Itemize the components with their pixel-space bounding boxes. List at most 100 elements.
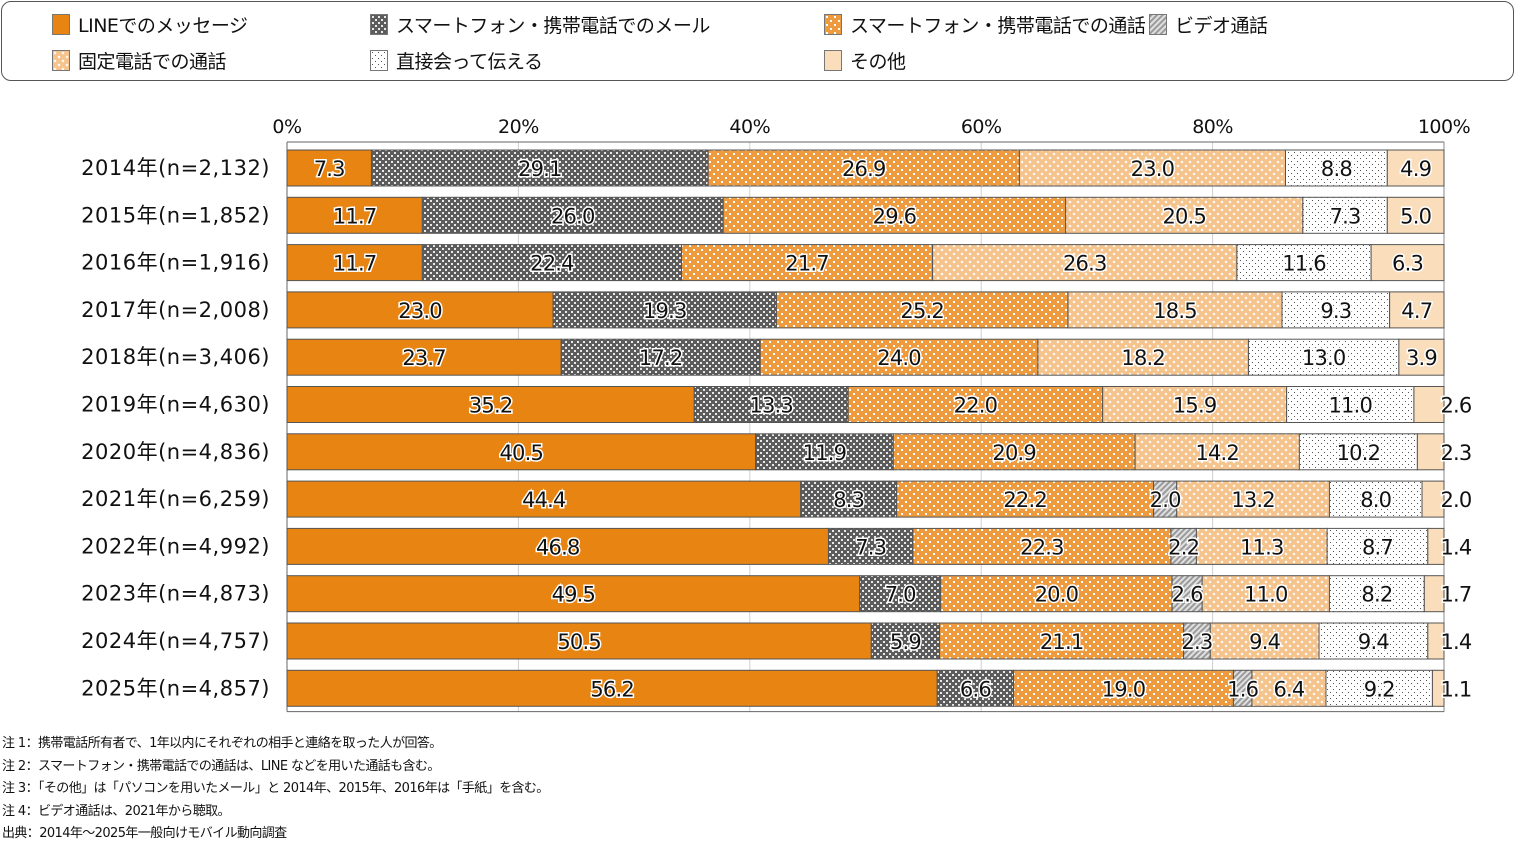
y-category-label: 2014年(n=2,132) bbox=[81, 156, 270, 180]
data-label: 2.3 bbox=[1181, 630, 1212, 654]
data-label: 44.4 bbox=[522, 488, 566, 512]
x-tick-label: 40% bbox=[729, 116, 770, 138]
legend-item-face-to-face: 直接会って伝える bbox=[370, 45, 543, 75]
data-label: 9.4 bbox=[1249, 630, 1280, 654]
bar-segment bbox=[286, 622, 872, 660]
data-label: 40.5 bbox=[500, 441, 544, 465]
data-label: 10.2 bbox=[1337, 441, 1381, 465]
bar-segment bbox=[1421, 480, 1445, 518]
y-category-label: 2021年(n=6,259) bbox=[81, 487, 270, 511]
bar-segment bbox=[1328, 480, 1423, 518]
data-label: 6.4 bbox=[1273, 677, 1304, 701]
data-label: 11.6 bbox=[1282, 252, 1326, 276]
data-label: 29.1 bbox=[518, 157, 562, 181]
bar-segment bbox=[286, 433, 757, 471]
legend-swatch-finedots-icon bbox=[370, 49, 388, 71]
bar-segment bbox=[681, 244, 934, 282]
bar-segment bbox=[1281, 291, 1391, 329]
legend: LINEでのメッセージ スマートフォン・携帯電話でのメール スマートフォン・携帯… bbox=[1, 1, 1514, 81]
bar-segment bbox=[1431, 669, 1445, 707]
data-label: 20.5 bbox=[1162, 204, 1206, 228]
x-tick-label: 60% bbox=[961, 116, 1002, 138]
data-label: 5.0 bbox=[1400, 204, 1431, 228]
data-labels: 7.3 29.1 26.9 23.0 8.8 4.9 11.7 26.0 29.6 20.5 7.3… bbox=[312, 156, 1474, 703]
x-tick-label: 20% bbox=[498, 116, 539, 138]
data-label: 21.7 bbox=[785, 252, 829, 276]
data-label: 6.3 bbox=[1392, 252, 1423, 276]
data-label: 23.7 bbox=[402, 346, 446, 370]
data-label: 22.3 bbox=[1020, 535, 1064, 559]
bar-segment bbox=[1298, 433, 1418, 471]
bar-segment bbox=[1067, 291, 1283, 329]
data-label: 22.2 bbox=[1003, 488, 1047, 512]
bar-segment bbox=[286, 480, 802, 518]
bar-segment bbox=[1176, 480, 1330, 518]
data-label: 26.9 bbox=[842, 157, 886, 181]
bar-segment bbox=[912, 527, 1172, 565]
note-3: 注 3：「その他」は「パソコンを用いたメール」と 2014年、2015年、201… bbox=[2, 781, 549, 796]
bar-segment bbox=[1398, 338, 1445, 376]
data-label: 7.3 bbox=[855, 535, 886, 559]
bar-segment bbox=[1326, 527, 1429, 565]
data-label: 24.0 bbox=[877, 346, 921, 370]
x-axis-ticks: 0% 20% 40% 60% 80% 100% bbox=[272, 116, 1470, 138]
bar-segment bbox=[896, 480, 1155, 518]
bars bbox=[286, 149, 1445, 707]
legend-item-line-message: LINEでのメッセージ bbox=[52, 9, 248, 39]
data-label: 22.4 bbox=[530, 252, 574, 276]
x-tick-label: 100% bbox=[1418, 116, 1470, 138]
bar-segment bbox=[759, 338, 1039, 376]
bar-segment bbox=[1427, 527, 1445, 565]
data-label: 2.2 bbox=[1168, 535, 1199, 559]
y-axis-labels: 2014年(n=2,132) 2015年(n=1,852) 2016年(n=1,91… bbox=[81, 156, 270, 700]
bar-segment bbox=[1325, 669, 1433, 707]
bar-segment bbox=[1389, 291, 1445, 329]
data-label: 26.3 bbox=[1063, 252, 1107, 276]
x-tick-label: 80% bbox=[1192, 116, 1233, 138]
bar-segment bbox=[932, 244, 1238, 282]
bar-segment bbox=[1065, 196, 1304, 234]
bar-segment bbox=[1413, 386, 1445, 423]
y-category-label: 2017年(n=2,008) bbox=[81, 298, 270, 322]
bar-segment bbox=[707, 149, 1020, 187]
y-category-label: 2022年(n=4,992) bbox=[81, 534, 270, 558]
y-category-label: 2018年(n=3,406) bbox=[81, 345, 270, 369]
data-label: 56.2 bbox=[590, 677, 634, 701]
data-label: 19.0 bbox=[1102, 677, 1146, 701]
data-label: 14.2 bbox=[1195, 441, 1239, 465]
data-label: 50.5 bbox=[557, 630, 601, 654]
data-label: 11.0 bbox=[1244, 583, 1288, 607]
data-label: 2.6 bbox=[1172, 583, 1203, 607]
bar-segment bbox=[1209, 622, 1320, 660]
data-label: 25.2 bbox=[900, 299, 944, 323]
legend-label: 直接会って伝える bbox=[396, 50, 543, 73]
bar-segment bbox=[1416, 433, 1445, 471]
data-label: 7.0 bbox=[885, 583, 916, 607]
legend-item-mobile-mail: スマートフォン・携帯電話でのメール bbox=[370, 9, 710, 39]
data-label: 11.0 bbox=[1329, 394, 1373, 418]
legend-item-mobile-call: スマートフォン・携帯電話での通話 bbox=[824, 9, 1146, 39]
legend-item-other: その他 bbox=[824, 45, 906, 75]
data-label: 11.7 bbox=[333, 252, 377, 276]
data-label: 2.3 bbox=[1441, 441, 1472, 465]
bar-segment bbox=[1302, 196, 1388, 234]
bar-segment bbox=[421, 244, 683, 282]
data-label: 11.9 bbox=[803, 441, 847, 465]
legend-swatch-diagonal-icon bbox=[1149, 13, 1167, 35]
data-label: 3.9 bbox=[1406, 346, 1437, 370]
bar-segment bbox=[1370, 244, 1445, 282]
data-label: 29.6 bbox=[873, 204, 917, 228]
data-label: 9.4 bbox=[1358, 630, 1389, 654]
bar-segment bbox=[286, 244, 423, 282]
note-4: 注 4：ビデオ通話は、2021年から聴取。 bbox=[2, 803, 230, 819]
legend-swatch-diamonds-icon bbox=[52, 49, 70, 71]
bar-segment bbox=[1386, 149, 1445, 187]
data-label: 26.0 bbox=[551, 204, 595, 228]
legend-label: その他 bbox=[850, 50, 906, 73]
bar-segment bbox=[1018, 149, 1286, 187]
legend-item-landline-call: 固定電話での通話 bbox=[52, 45, 227, 75]
y-category-label: 2023年(n=4,873) bbox=[81, 582, 270, 606]
data-label: 23.0 bbox=[1131, 157, 1175, 181]
notes: 注 1：携帯電話所有者で、1年以内にそれぞれの相手と連絡を取った人が回答。 注 … bbox=[2, 733, 549, 846]
y-category-label: 2020年(n=4,836) bbox=[81, 440, 270, 464]
